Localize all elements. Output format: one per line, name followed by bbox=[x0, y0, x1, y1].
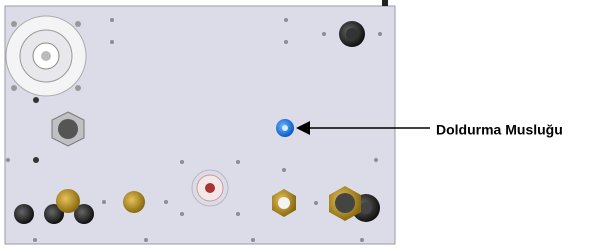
red-fitting bbox=[192, 170, 228, 206]
diagram: Doldurma Musluğu bbox=[0, 0, 608, 252]
page: {"callout": {"label": "Doldurma Musluğu"… bbox=[0, 0, 608, 252]
filling-tap bbox=[276, 119, 294, 137]
corner-mark bbox=[382, 0, 388, 6]
callout-label: Doldurma Musluğu bbox=[436, 122, 563, 138]
large-connector bbox=[6, 16, 86, 96]
hex-fitting bbox=[52, 112, 84, 146]
